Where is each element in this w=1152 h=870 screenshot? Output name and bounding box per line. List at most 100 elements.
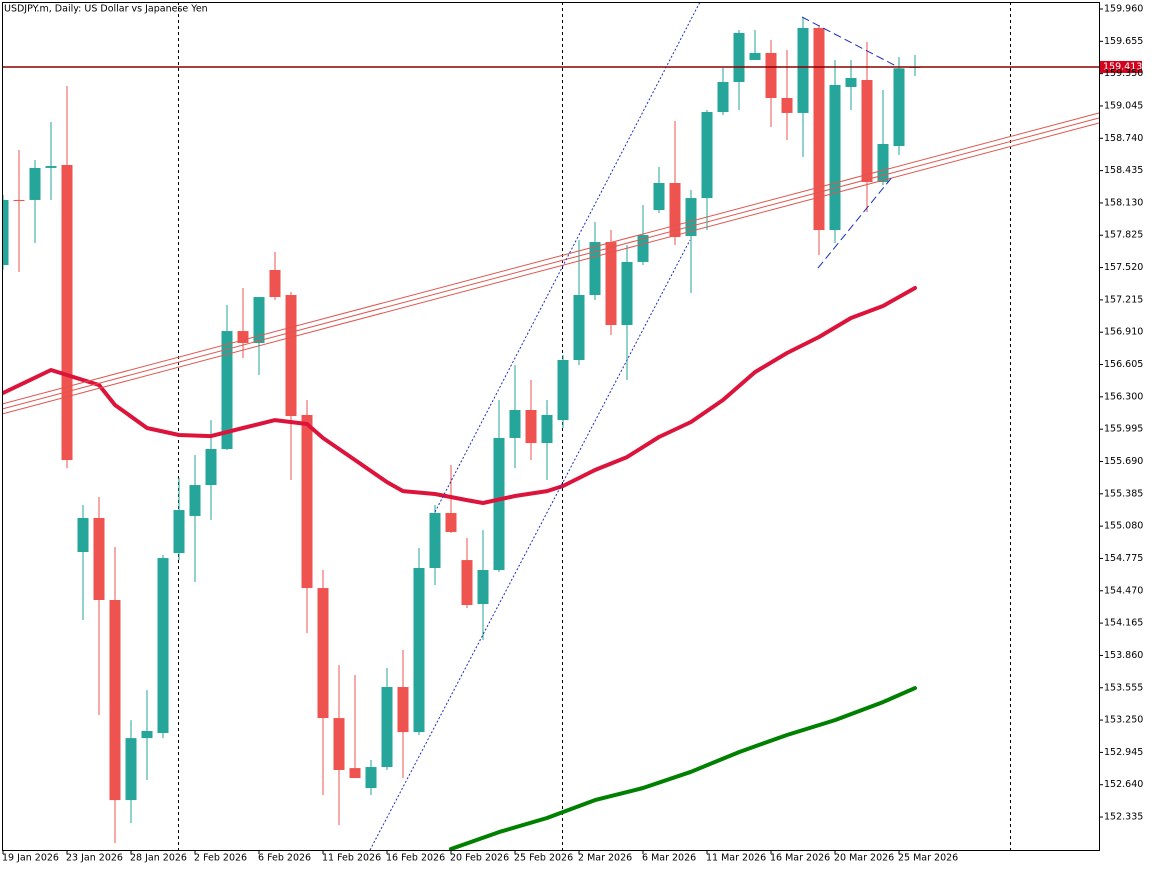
y-tick-label: 154.165 xyxy=(1104,618,1143,629)
y-tick-label: 159.655 xyxy=(1104,36,1143,47)
candle-body xyxy=(253,297,265,344)
candle-body xyxy=(13,199,25,202)
candle-body xyxy=(317,588,329,719)
y-tick-label: 157.215 xyxy=(1104,294,1143,305)
candle-body xyxy=(477,570,489,605)
y-tick-label: 152.945 xyxy=(1104,747,1143,758)
candle-body xyxy=(93,517,105,601)
y-tick-label: 152.640 xyxy=(1104,779,1143,790)
channel-line xyxy=(2,122,1099,415)
x-tick-label: 11 Mar 2026 xyxy=(706,853,766,864)
y-tick-label: 154.470 xyxy=(1104,585,1143,596)
candle-body xyxy=(733,32,745,83)
candle-body xyxy=(77,517,89,553)
candle-body xyxy=(381,687,393,768)
candle-body xyxy=(653,183,665,211)
candle-body xyxy=(29,167,41,200)
candle-body xyxy=(637,235,649,262)
candle-body xyxy=(877,144,889,183)
y-tick-label: 159.350 xyxy=(1104,68,1143,79)
channel-line xyxy=(2,112,1099,405)
y-tick-label: 156.300 xyxy=(1104,391,1143,402)
candle-body xyxy=(541,414,553,444)
x-tick-label: 6 Feb 2026 xyxy=(258,853,311,864)
candle-body xyxy=(285,295,297,417)
candle-body xyxy=(205,448,217,486)
x-tick-label: 28 Jan 2026 xyxy=(130,853,187,864)
candle-body xyxy=(333,718,345,770)
candle-body xyxy=(509,409,521,438)
candle-body xyxy=(61,164,73,461)
x-tick-label: 25 Mar 2026 xyxy=(898,853,958,864)
candle-body xyxy=(45,166,57,168)
candle-body xyxy=(765,52,777,99)
y-tick-label: 152.335 xyxy=(1104,812,1143,823)
candle-body xyxy=(221,331,233,449)
overlay: 159.413 xyxy=(2,60,1142,73)
candle-body xyxy=(717,82,729,113)
chart-title: USDJPY.m, Daily: US Dollar vs Japanese Y… xyxy=(4,4,208,15)
candle-body xyxy=(125,738,137,801)
plot-frame xyxy=(2,2,1100,851)
candle-body xyxy=(445,513,457,532)
moving-average xyxy=(2,286,917,505)
y-tick-label: 155.995 xyxy=(1104,424,1143,435)
y-tick-label: 159.045 xyxy=(1104,100,1143,111)
channel-line xyxy=(369,239,691,850)
candle-body xyxy=(797,27,809,113)
candle-body xyxy=(573,295,585,360)
y-tick-label: 158.130 xyxy=(1104,197,1143,208)
candle-body xyxy=(349,768,361,779)
x-tick-label: 6 Mar 2026 xyxy=(642,853,696,864)
x-tick-label: 16 Mar 2026 xyxy=(770,853,830,864)
candle-body xyxy=(813,27,825,231)
candle-body xyxy=(301,414,313,589)
y-tick-label: 156.910 xyxy=(1104,327,1143,338)
last-price-label: 159.413 xyxy=(1103,61,1142,72)
x-tick-label: 23 Jan 2026 xyxy=(66,853,123,864)
candle-body xyxy=(237,331,249,344)
candle-body xyxy=(109,600,121,801)
y-tick-label: 154.775 xyxy=(1104,553,1143,564)
candle-body xyxy=(141,730,153,739)
x-tick-label: 11 Feb 2026 xyxy=(322,853,381,864)
candle-body xyxy=(829,84,841,231)
y-tick-label: 157.825 xyxy=(1104,230,1143,241)
y-tick-label: 158.435 xyxy=(1104,165,1143,176)
candle-body xyxy=(2,199,9,266)
candle-body xyxy=(461,560,473,605)
candle-body xyxy=(669,183,681,238)
candle-body xyxy=(157,558,169,734)
x-tick-label: 2 Feb 2026 xyxy=(194,853,247,864)
channel-line xyxy=(2,117,1099,410)
candle-body xyxy=(749,52,761,60)
y-tick-label: 155.080 xyxy=(1104,521,1143,532)
y-tick-label: 157.520 xyxy=(1104,262,1143,273)
y-tick-label: 153.860 xyxy=(1104,650,1143,661)
x-tick-label: 16 Feb 2026 xyxy=(386,853,445,864)
candle-body xyxy=(493,437,505,571)
candle-body xyxy=(621,261,633,326)
triangle-line xyxy=(817,175,894,269)
candle-body xyxy=(429,513,441,569)
candle-body xyxy=(893,68,905,147)
candle-body xyxy=(845,77,857,87)
triangle-line xyxy=(801,16,899,68)
x-tick-label: 25 Feb 2026 xyxy=(514,853,573,864)
candle-body xyxy=(189,485,201,516)
candle-body xyxy=(397,687,409,733)
y-tick-label: 155.385 xyxy=(1104,488,1143,499)
x-tick-label: 19 Jan 2026 xyxy=(2,853,59,864)
candle-body xyxy=(701,112,713,199)
candle-body xyxy=(525,409,537,444)
x-tick-label: 20 Feb 2026 xyxy=(450,853,509,864)
last-price-box xyxy=(1100,60,1142,73)
y-tick-label: 153.555 xyxy=(1104,682,1143,693)
y-tick-label: 156.605 xyxy=(1104,359,1143,370)
x-tick-label: 2 Mar 2026 xyxy=(578,853,632,864)
plot-marks xyxy=(2,18,921,850)
y-tick-label: 159.960 xyxy=(1104,3,1143,14)
candle-body xyxy=(269,270,281,298)
candle-body xyxy=(605,242,617,326)
